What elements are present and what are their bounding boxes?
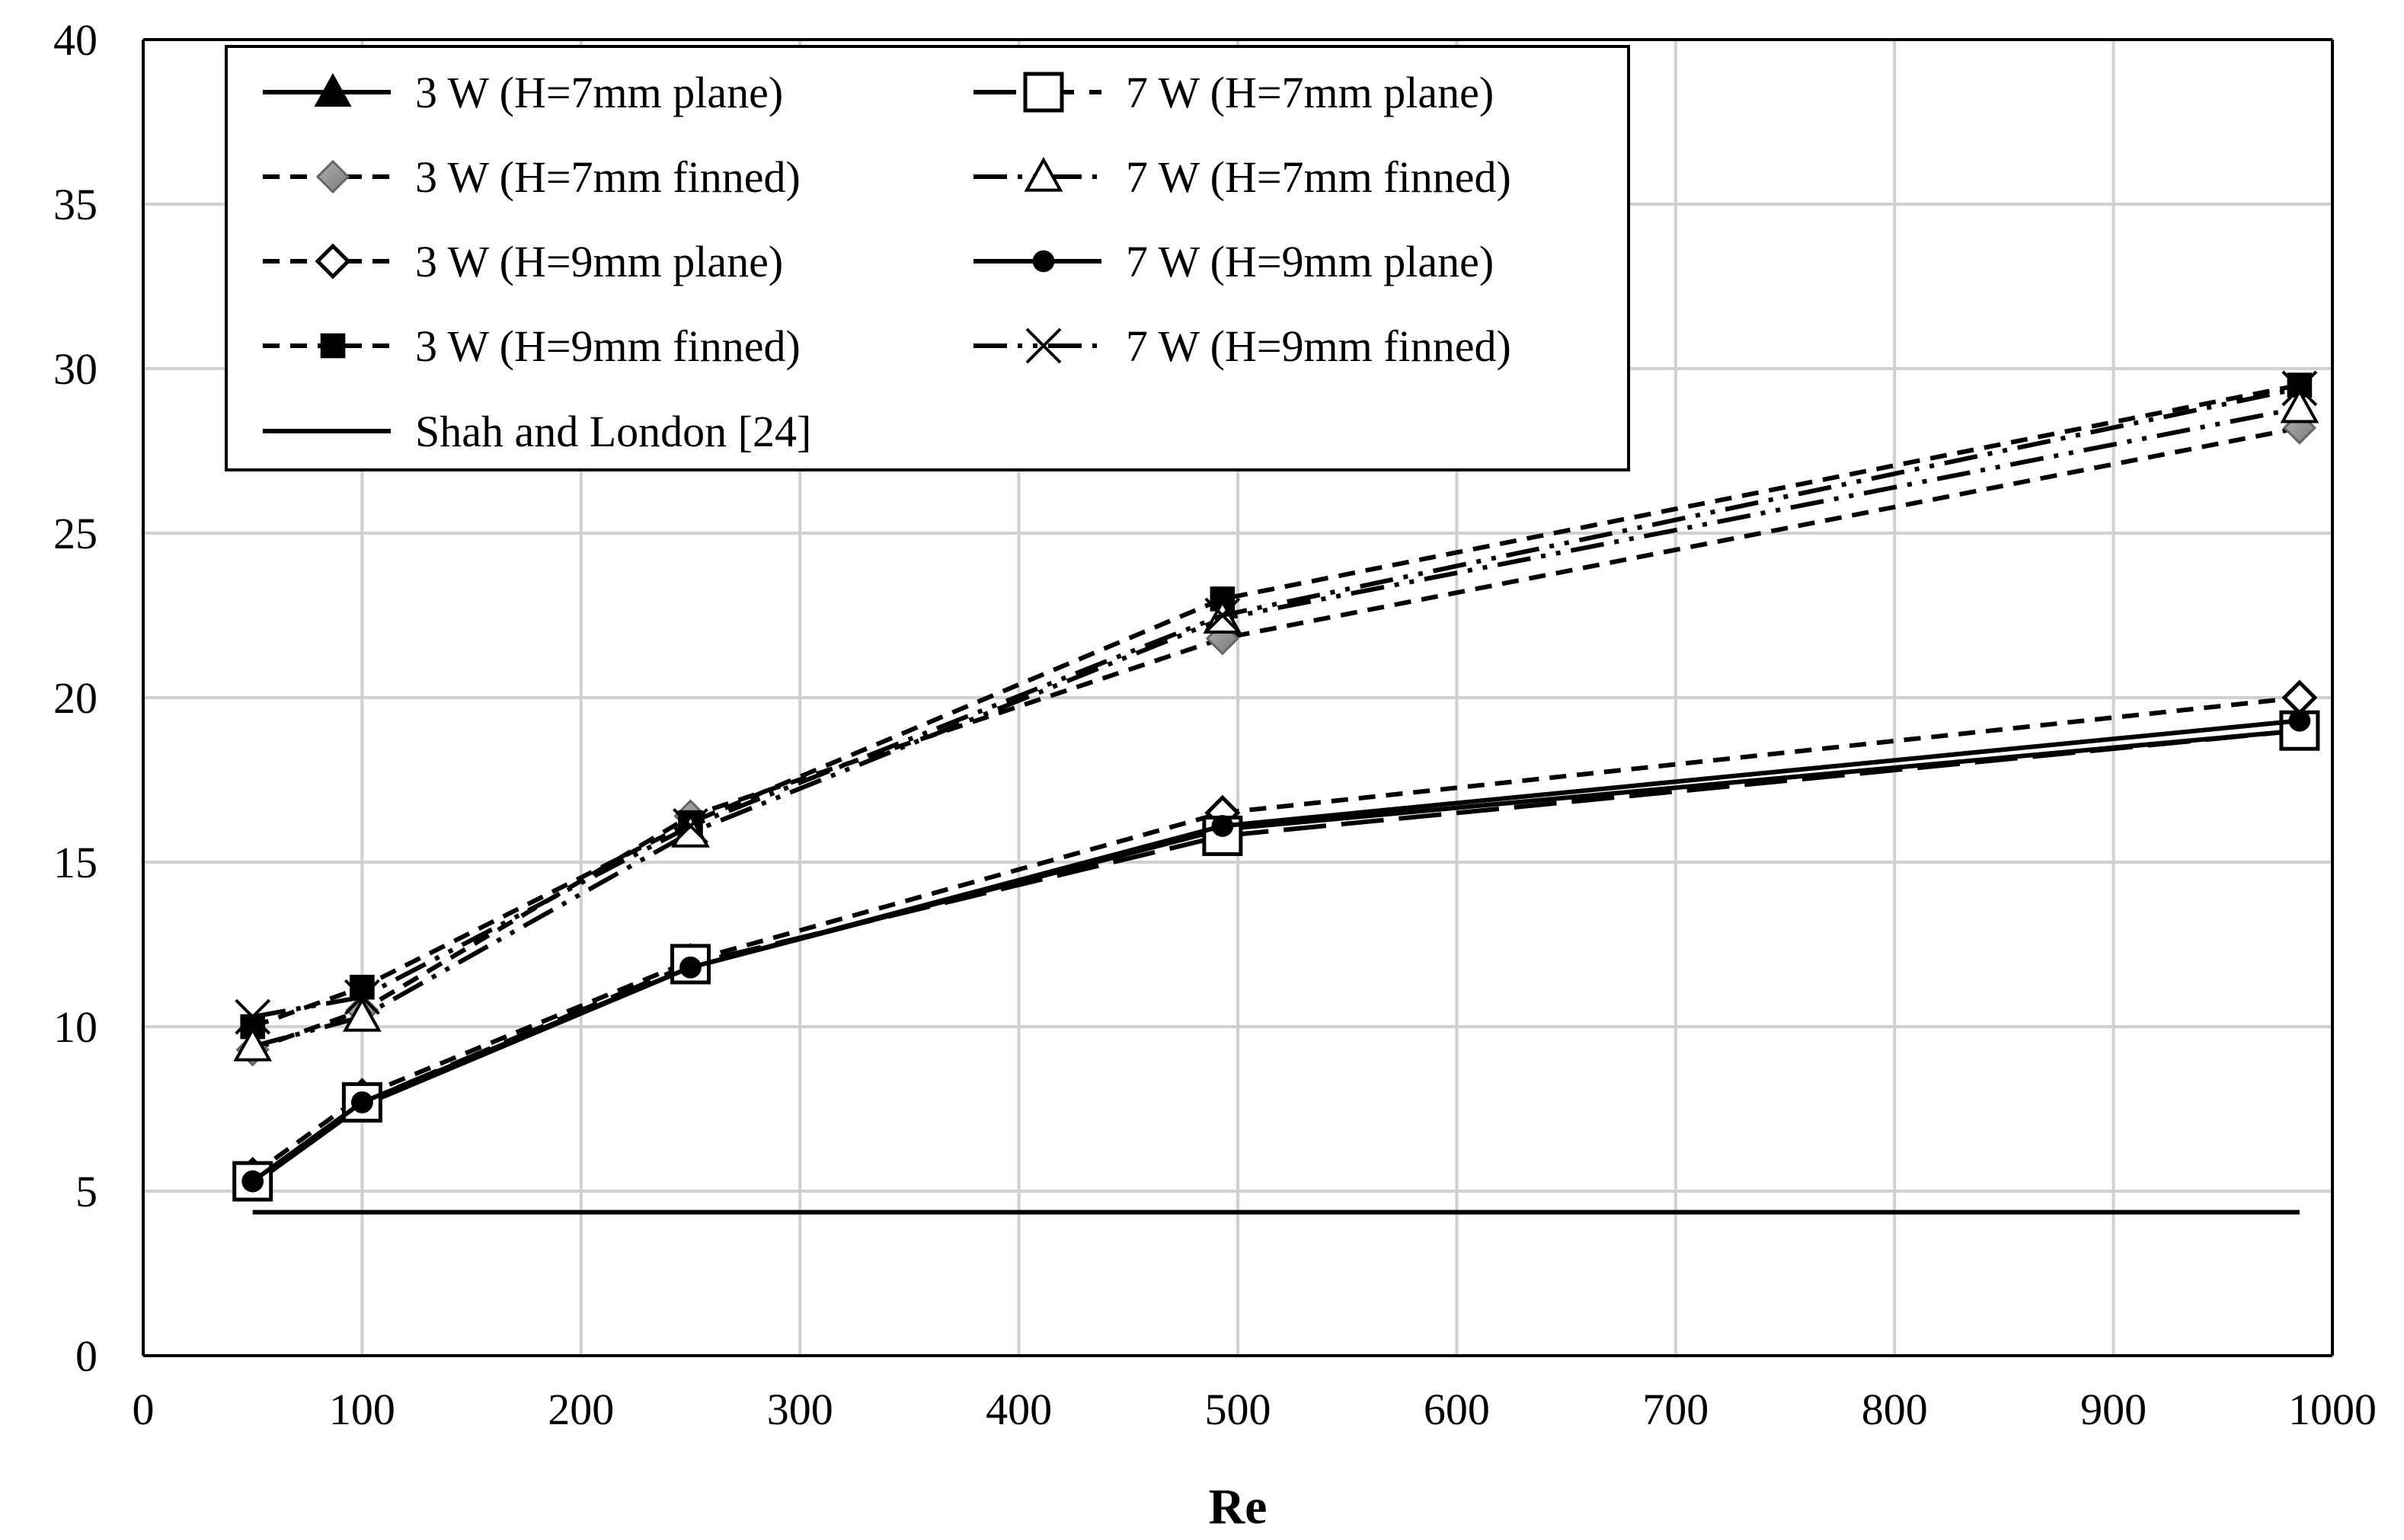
- series-line-7-w-h-9mm-finned: [252, 385, 2300, 1019]
- y-tick-label-25: 25: [53, 509, 98, 558]
- x-axis-title: Re: [1209, 1479, 1268, 1535]
- legend-item-7-w-h-7mm-plane: 7 W (H=7mm plane): [973, 68, 1494, 117]
- legend-marker-3-w-h-9mm-finned: [320, 333, 346, 359]
- series-line-3-w-h-7mm-finned: [251, 425, 2300, 1053]
- data-point-7-w-h-7mm-finned-1: [343, 996, 382, 1032]
- legend-item-3-w-h-9mm-finned: 3 W (H=9mm finned): [263, 321, 801, 371]
- axes: [142, 38, 2334, 1357]
- x-tick-label-500: 500: [1205, 1385, 1271, 1434]
- legend-item-7-w-h-7mm-finned: 7 W (H=7mm finned): [973, 152, 1511, 202]
- data-point-7-w-h-7mm-finned-0: [233, 1026, 273, 1062]
- data-point-7-w-h-9mm-plane-2: [679, 956, 702, 979]
- legend-label-3-w-h-7mm-finned: 3 W (H=7mm finned): [415, 152, 801, 202]
- x-tick-label-1000: 1000: [2288, 1385, 2377, 1434]
- y-tick-label-30: 30: [53, 344, 98, 394]
- y-tick-label-10: 10: [53, 1002, 98, 1052]
- legend-box: [225, 45, 1630, 471]
- y-tick-label-20: 20: [53, 673, 98, 723]
- data-point-7-w-h-9mm-finned-3: [1204, 597, 1241, 634]
- series-3-w-h-9mm-finned: [240, 372, 2313, 1040]
- legend-label-7-w-h-7mm-finned: 7 W (H=7mm finned): [1126, 152, 1511, 202]
- series-line-7-w-h-9mm-plane: [251, 718, 2300, 1184]
- legend-marker-7-w-h-7mm-plane: [1023, 72, 1064, 113]
- data-point-7-w-h-9mm-plane-3: [1211, 815, 1234, 837]
- y-tick-label-40: 40: [53, 15, 98, 65]
- legend-item-7-w-h-9mm-finned: 7 W (H=9mm finned): [973, 321, 1511, 371]
- legend-item-shah-and-london-24: Shah and London [24]: [263, 407, 811, 456]
- x-tick-label-600: 600: [1424, 1385, 1490, 1434]
- legend-item-7-w-h-9mm-plane: 7 W (H=9mm plane): [973, 237, 1494, 286]
- tick-labels: 0 100 200 300 400 500 600 700 800 900 1000 0 5 10 15 20…: [53, 15, 2377, 1434]
- series-line-7-w-h-7mm-finned: [251, 405, 2300, 1049]
- series-line-7-w-h-7mm-plane: [251, 728, 2300, 1184]
- legend-item-3-w-h-7mm-finned: 3 W (H=7mm finned): [263, 152, 801, 202]
- x-tick-label-100: 100: [329, 1385, 395, 1434]
- series-line-3-w-h-9mm-plane: [251, 695, 2300, 1177]
- legend-label-7-w-h-7mm-plane: 7 W (H=7mm plane): [1126, 68, 1494, 117]
- legend-label-3-w-h-9mm-plane: 3 W (H=9mm plane): [415, 237, 783, 286]
- x-tick-label-800: 800: [1862, 1385, 1928, 1434]
- series-line-3-w-h-9mm-finned: [251, 382, 2300, 1029]
- x-tick-label-400: 400: [986, 1385, 1052, 1434]
- data-point-7-w-h-9mm-finned-1: [344, 979, 380, 1015]
- series-3-w-h-7mm-plane: [234, 711, 2319, 1200]
- y-tick-label-35: 35: [53, 180, 98, 229]
- data-point-7-w-h-9mm-finned-0: [235, 998, 271, 1035]
- series-layer: [232, 370, 2320, 1215]
- data-point-7-w-h-9mm-plane-1: [351, 1091, 373, 1113]
- x-tick-label-200: 200: [548, 1385, 614, 1434]
- x-tick-label-700: 700: [1642, 1385, 1709, 1434]
- legend-label-3-w-h-7mm-plane: 3 W (H=7mm plane): [415, 68, 783, 117]
- y-tick-label-5: 5: [75, 1167, 98, 1216]
- series-7-w-h-9mm-plane: [241, 709, 2311, 1193]
- x-tick-label-900: 900: [2080, 1385, 2147, 1434]
- legend: 3 W (H=7mm plane) 7 W (H=7mm plane) 3 W (H…: [225, 45, 1630, 471]
- data-point-7-w-h-7mm-finned-4: [2280, 388, 2319, 423]
- x-tick-label-300: 300: [767, 1385, 833, 1434]
- y-tick-label-0: 0: [75, 1331, 98, 1381]
- y-tick-label-15: 15: [53, 838, 98, 887]
- data-point-3-w-h-9mm-plane-4: [2281, 679, 2318, 716]
- legend-marker-7-w-h-7mm-finned: [1024, 156, 1063, 192]
- legend-marker-7-w-h-9mm-plane: [1032, 250, 1055, 273]
- series-7-w-h-9mm-finned: [235, 370, 2318, 1035]
- legend-marker-3-w-h-9mm-plane: [315, 243, 351, 280]
- legend-label-7-w-h-9mm-plane: 7 W (H=9mm plane): [1126, 237, 1494, 286]
- legend-marker-7-w-h-9mm-finned: [1025, 327, 1062, 364]
- legend-label-7-w-h-9mm-finned: 7 W (H=9mm finned): [1126, 321, 1511, 371]
- legend-marker-3-w-h-7mm-finned: [315, 159, 350, 194]
- legend-label-3-w-h-9mm-finned: 3 W (H=9mm finned): [415, 321, 801, 371]
- x-tick-label-0: 0: [133, 1385, 155, 1434]
- data-point-7-w-h-9mm-finned-4: [2281, 370, 2318, 407]
- series-7-w-h-7mm-plane: [232, 710, 2320, 1202]
- legend-marker-3-w-h-7mm-plane: [314, 72, 352, 107]
- legend-item-3-w-h-9mm-plane: 3 W (H=9mm plane): [263, 237, 783, 286]
- legend-item-3-w-h-7mm-plane: 3 W (H=7mm plane): [263, 68, 783, 117]
- data-point-7-w-h-9mm-plane-0: [241, 1170, 264, 1193]
- data-point-7-w-h-9mm-finned-2: [673, 808, 708, 844]
- series-3-w-h-7mm-finned: [235, 411, 2317, 1067]
- series-7-w-h-7mm-finned: [233, 388, 2319, 1062]
- data-point-7-w-h-9mm-plane-4: [2288, 709, 2311, 732]
- series-line-3-w-h-7mm-plane: [251, 728, 2300, 1187]
- legend-label-shah-and-london-24: Shah and London [24]: [415, 407, 811, 456]
